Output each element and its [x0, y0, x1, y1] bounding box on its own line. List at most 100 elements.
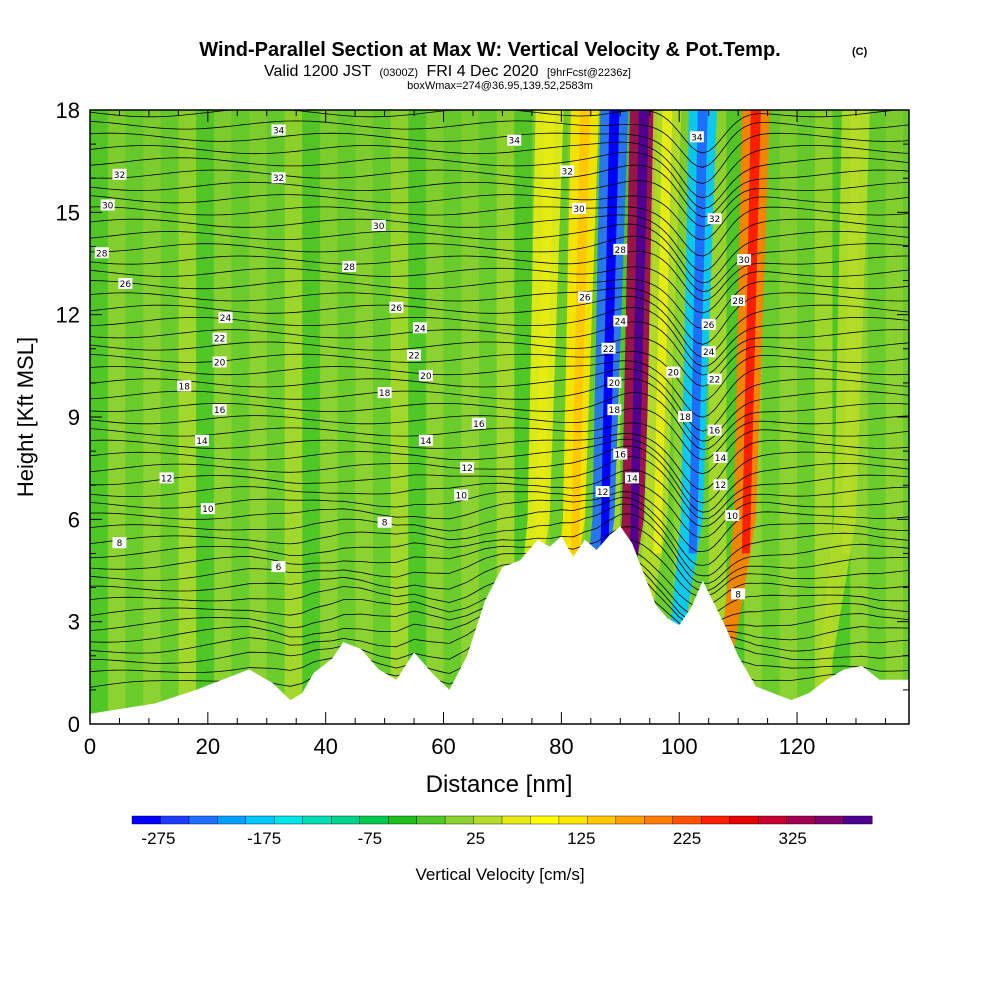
contour-label-box: [377, 516, 392, 528]
chart-title: Wind-Parallel Section at Max W: Vertical…: [199, 39, 780, 61]
contour-label-text: 18: [179, 382, 191, 392]
theta-contour: [90, 194, 909, 241]
theta-contour: [90, 266, 909, 314]
theta-contour: [90, 180, 909, 228]
contour-label-box: [200, 503, 215, 515]
contour-label: 8: [112, 537, 127, 549]
contour-label: 14: [713, 451, 728, 464]
contour-label-box: [713, 451, 728, 463]
contour-label-box: [460, 462, 475, 474]
contour-label-text: 14: [420, 437, 432, 447]
contour-label-text: 18: [379, 389, 391, 399]
theta-contour: [90, 438, 909, 504]
x-tick-label: 120: [779, 734, 816, 759]
x-axis-label: Distance [nm]: [426, 771, 573, 798]
contour-label: 20: [212, 356, 227, 368]
contour-label-box: [613, 315, 628, 327]
contour-label-box: [94, 247, 109, 259]
contour-label-box: [407, 349, 422, 361]
colorbar-swatch: [444, 815, 475, 825]
contour-label-text: 10: [727, 512, 739, 522]
contour-label-text: 32: [114, 171, 125, 181]
velocity-core: [841, 110, 861, 554]
colorbar-ticks: -275 -175 -75 25 125 225 325: [141, 829, 806, 848]
colorbar: [131, 815, 873, 825]
valid-date: FRI 4 Dec 2020: [426, 63, 538, 80]
contour-label-box: [625, 472, 640, 484]
copyright-mark: (C): [852, 46, 868, 58]
contour-label-box: [271, 124, 286, 136]
theta-contour: [90, 250, 909, 302]
contour-label-box: [607, 404, 622, 416]
contour-label: 32: [707, 213, 722, 225]
contour-label-text: 14: [715, 454, 727, 464]
colorbar-swatch: [331, 815, 361, 825]
contour-label-text: 22: [709, 375, 720, 385]
contour-label: 14: [625, 472, 640, 484]
contour-label-text: 26: [120, 280, 132, 290]
contour-label-text: 8: [117, 539, 123, 549]
contour-label: 20: [607, 376, 622, 389]
valid-prefix: Valid 1200 JST: [264, 63, 372, 80]
contour-label-box: [737, 254, 752, 266]
contour-label: 16: [212, 404, 227, 416]
theta-contour: [90, 378, 909, 442]
theta-contour: [90, 392, 909, 451]
valid-utc: (0300Z): [379, 67, 418, 79]
contour-label-box: [194, 434, 209, 446]
contour-label: 12: [713, 479, 728, 491]
colorbar-swatch: [359, 815, 389, 825]
contour-label: 30: [371, 219, 386, 232]
x-tick-label: 40: [313, 734, 337, 759]
theta-contour: [90, 164, 909, 218]
contour-label: 22: [601, 342, 616, 355]
contour-label-box: [212, 332, 227, 344]
colorbar-tick-label: -75: [358, 829, 383, 848]
contour-label: 18: [377, 387, 392, 399]
y-tick-label: 6: [68, 507, 80, 532]
colorbar-tick-label: 25: [466, 829, 485, 848]
contour-label: 24: [613, 315, 628, 327]
y-axis: 0 3 6 9 12 15 18: [56, 98, 909, 737]
contour-label: 28: [94, 247, 109, 259]
theta-contour: [90, 456, 909, 520]
contour-label: 12: [159, 472, 174, 484]
contour-label-box: [418, 434, 433, 446]
theta-contour: [90, 295, 909, 358]
contour-label-text: 14: [196, 437, 208, 447]
contour-label-text: 12: [461, 464, 472, 474]
contour-label: 14: [418, 434, 433, 447]
theta-contour: [90, 491, 909, 553]
contour-label-box: [595, 486, 610, 498]
contour-label-text: 22: [408, 352, 419, 362]
contour-label-text: 10: [202, 505, 214, 515]
x-tick-label: 0: [84, 734, 96, 759]
velocity-core: [570, 110, 590, 554]
theta-contour: [90, 526, 909, 591]
contour-label-text: 20: [214, 358, 226, 368]
theta-contour: [90, 287, 909, 345]
contour-label-text: 28: [615, 246, 627, 256]
contour-label-text: 24: [615, 317, 627, 327]
contour-label: 6: [271, 561, 286, 573]
colorbar-swatch: [615, 815, 645, 825]
contour-label-text: 12: [597, 488, 608, 498]
contour-label-text: 18: [609, 406, 621, 416]
colorbar-swatch: [587, 815, 617, 825]
colorbar-swatch: [843, 815, 873, 825]
terrain-mask: [90, 526, 909, 724]
colorbar-label: Vertical Velocity [cm/s]: [415, 865, 584, 884]
contour-label-box: [601, 342, 616, 354]
contour-label-box: [471, 417, 486, 429]
contour-label: 14: [194, 434, 209, 447]
theta-contour: [90, 278, 909, 329]
contour-label: 26: [118, 277, 133, 290]
contour-label-box: [118, 277, 133, 289]
contour-label-box: [389, 301, 404, 313]
velocity-core: [600, 110, 620, 554]
contour-label: 22: [407, 349, 422, 362]
colorbar-swatch: [387, 815, 418, 825]
colorbar-swatch: [530, 815, 560, 825]
x-tick-label: 20: [196, 734, 220, 759]
contour-label: 34: [271, 124, 286, 136]
